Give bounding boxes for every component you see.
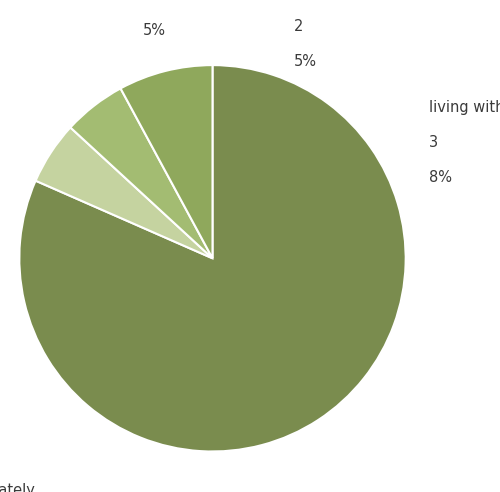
Text: 5%: 5%: [294, 54, 316, 69]
Text: 8%: 8%: [429, 170, 452, 184]
Text: 5%: 5%: [143, 23, 166, 38]
Wedge shape: [70, 89, 213, 258]
Text: renting privately: renting privately: [0, 483, 35, 492]
Text: living with parents: living with parents: [429, 100, 500, 115]
Text: 3: 3: [429, 135, 438, 150]
Wedge shape: [36, 127, 212, 258]
Text: 2: 2: [150, 0, 159, 3]
Wedge shape: [20, 65, 406, 452]
Wedge shape: [120, 65, 212, 258]
Text: 2: 2: [294, 19, 303, 34]
